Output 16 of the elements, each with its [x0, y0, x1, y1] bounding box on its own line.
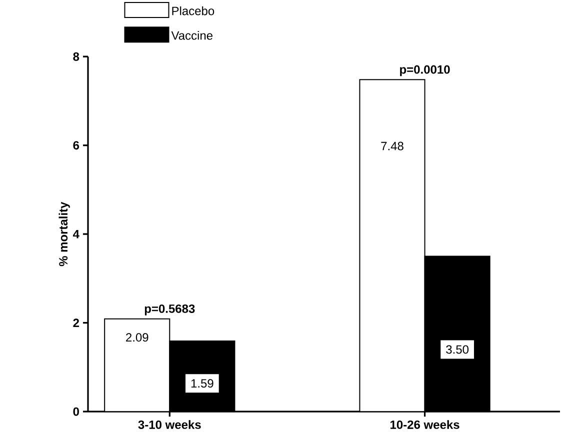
legend-label: Placebo — [172, 6, 214, 16]
data-label: 2.09 — [126, 333, 148, 342]
y-tick-label: 0 — [73, 407, 79, 416]
data-label: 7.48 — [381, 142, 404, 150]
y-tick-label: 8 — [73, 52, 80, 61]
x-tick-label: 3-10 weeks — [138, 420, 201, 429]
annotation: p=0.0010 — [400, 65, 450, 76]
data-label: 3.50 — [446, 345, 469, 354]
y-tick-label: 4 — [72, 230, 80, 238]
y-axis-title: % mortality — [58, 202, 70, 266]
annotation: p=0.5683 — [144, 304, 195, 316]
data-label: 1.59 — [191, 378, 214, 388]
legend-label: Vaccine — [171, 30, 212, 40]
y-tick-label: 6 — [73, 140, 80, 150]
x-tick-label: 10-26 weeks — [390, 420, 460, 429]
y-tick-label: 2 — [73, 318, 79, 327]
